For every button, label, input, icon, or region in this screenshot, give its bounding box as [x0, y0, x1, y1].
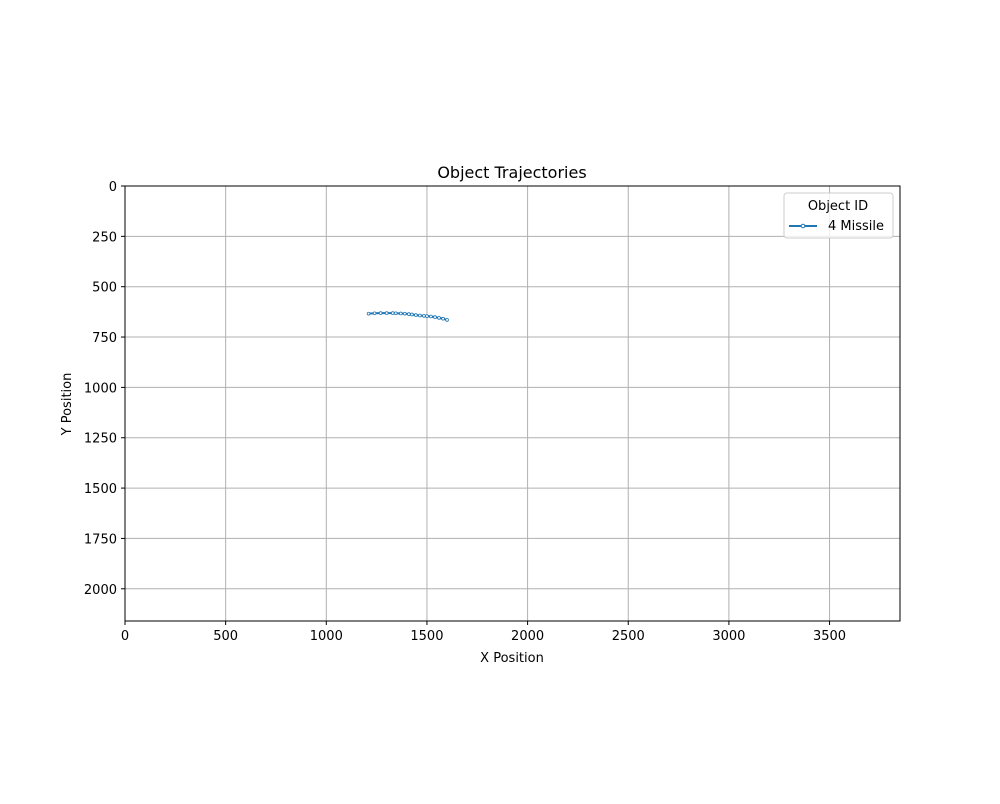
x-tick-label: 2500 [612, 629, 645, 644]
data-point [378, 311, 383, 315]
grid-lines [124, 185, 900, 621]
x-axis-ticks: 0 500 1000 1500 2000 2500 3000 3500 [121, 621, 846, 644]
y-tick-label: 0 [109, 180, 117, 195]
data-point [372, 311, 377, 316]
y-tick-label: 1500 [84, 482, 117, 497]
data-point [441, 316, 445, 321]
data-point [433, 315, 437, 319]
x-tick-label: 3500 [813, 629, 846, 644]
data-point [384, 311, 389, 315]
data-point [429, 314, 433, 319]
data-point [366, 311, 371, 316]
data-point [414, 313, 418, 317]
x-tick-label: 0 [121, 629, 129, 644]
data-point [390, 311, 395, 315]
x-tick-label: 1000 [310, 629, 343, 644]
data-point [403, 311, 407, 316]
x-tick-label: 3000 [712, 629, 745, 644]
data-point [425, 314, 429, 318]
data-point [437, 316, 441, 320]
data-point [410, 312, 414, 317]
x-tick-label: 500 [213, 629, 238, 644]
legend-swatch-marker [800, 223, 806, 229]
data-point [445, 318, 449, 322]
legend: Object ID 4 Missile [783, 192, 894, 239]
x-axis-label: X Position [480, 651, 544, 666]
y-tick-label: 1750 [84, 532, 117, 547]
y-tick-label: 1250 [84, 432, 117, 447]
data-point [422, 314, 426, 318]
plot-frame [124, 185, 901, 622]
legend-title: Object ID [808, 199, 868, 214]
y-tick-label: 500 [92, 281, 117, 296]
y-tick-label: 2000 [84, 583, 117, 598]
data-point [398, 311, 403, 316]
y-tick-label: 250 [92, 230, 117, 245]
y-tick-label: 1000 [84, 381, 117, 396]
y-axis-ticks: 0 250 500 750 1000 1250 1500 1750 2000 [84, 180, 125, 598]
y-tick-label: 750 [92, 331, 117, 346]
data-point [418, 313, 422, 318]
x-tick-label: 2000 [511, 629, 544, 644]
chart-title: Object Trajectories [437, 163, 586, 182]
x-tick-label: 1500 [410, 629, 443, 644]
data-point [393, 311, 398, 316]
data-point [407, 312, 411, 316]
series-layer [366, 311, 449, 322]
y-axis-label: Y Position [60, 373, 75, 437]
legend-entry-label: 4 Missile [828, 219, 884, 234]
